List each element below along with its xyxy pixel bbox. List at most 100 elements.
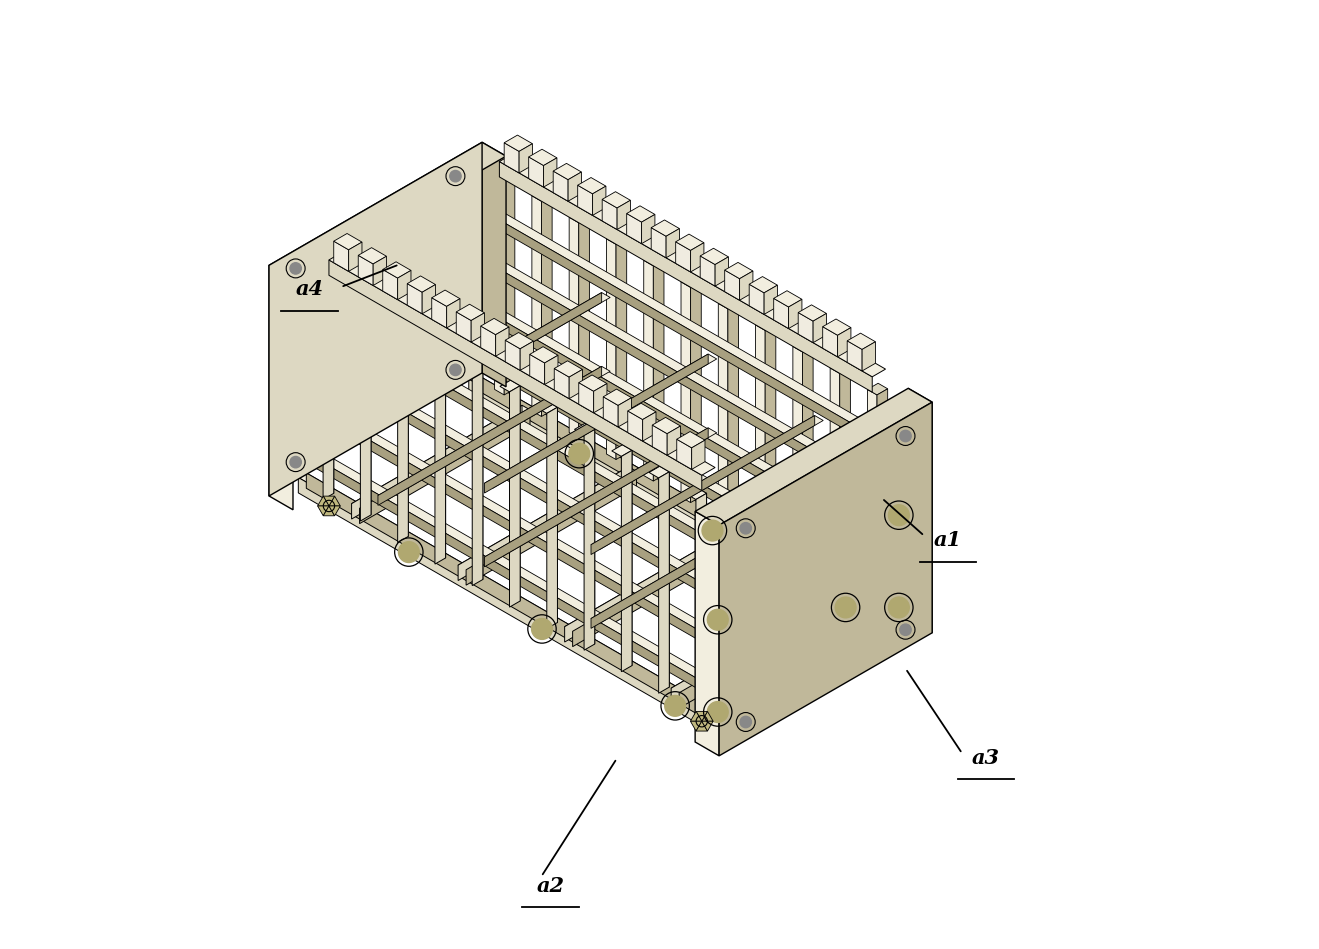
Polygon shape [765, 325, 776, 546]
Polygon shape [306, 473, 732, 735]
Polygon shape [586, 423, 595, 644]
Polygon shape [500, 161, 872, 392]
Polygon shape [667, 426, 681, 456]
Polygon shape [463, 359, 483, 370]
Polygon shape [658, 472, 669, 693]
Circle shape [707, 609, 728, 630]
Polygon shape [677, 432, 704, 448]
Polygon shape [756, 319, 776, 330]
Polygon shape [877, 389, 888, 610]
Polygon shape [863, 342, 876, 371]
Polygon shape [495, 168, 514, 179]
Polygon shape [847, 333, 876, 349]
Polygon shape [530, 354, 545, 384]
Polygon shape [653, 260, 663, 481]
Polygon shape [383, 270, 397, 300]
Polygon shape [468, 375, 902, 625]
Polygon shape [359, 248, 386, 264]
Polygon shape [679, 594, 849, 708]
Polygon shape [484, 428, 708, 567]
Polygon shape [628, 403, 656, 419]
Polygon shape [702, 721, 714, 731]
Circle shape [889, 597, 909, 618]
Polygon shape [644, 254, 663, 266]
Polygon shape [452, 237, 919, 507]
Polygon shape [798, 312, 813, 343]
Polygon shape [547, 401, 558, 623]
Polygon shape [328, 506, 340, 516]
Polygon shape [425, 337, 446, 349]
Polygon shape [641, 214, 656, 244]
Polygon shape [452, 336, 919, 605]
Polygon shape [666, 229, 679, 258]
Polygon shape [437, 337, 446, 558]
Polygon shape [728, 303, 739, 524]
Polygon shape [484, 354, 716, 488]
Polygon shape [452, 188, 919, 457]
Polygon shape [823, 319, 851, 335]
Polygon shape [543, 158, 557, 187]
Circle shape [568, 443, 590, 464]
Polygon shape [397, 270, 412, 300]
Polygon shape [715, 257, 728, 286]
Polygon shape [397, 321, 409, 543]
Circle shape [702, 520, 723, 541]
Polygon shape [798, 305, 827, 321]
Polygon shape [677, 439, 691, 470]
Text: a4: a4 [295, 279, 323, 300]
Polygon shape [328, 496, 340, 506]
Polygon shape [830, 368, 840, 588]
Polygon shape [542, 195, 553, 417]
Polygon shape [653, 425, 667, 456]
Circle shape [740, 716, 752, 728]
Polygon shape [592, 186, 605, 215]
Polygon shape [529, 149, 557, 165]
Polygon shape [774, 290, 802, 307]
Polygon shape [591, 416, 823, 549]
Polygon shape [554, 361, 583, 377]
Polygon shape [359, 255, 373, 286]
Polygon shape [328, 260, 702, 491]
Polygon shape [691, 440, 704, 470]
Polygon shape [480, 326, 496, 356]
Polygon shape [671, 589, 842, 703]
Polygon shape [269, 266, 293, 510]
Polygon shape [719, 297, 739, 308]
Circle shape [740, 523, 752, 534]
Polygon shape [690, 721, 702, 731]
Polygon shape [696, 712, 707, 721]
Polygon shape [481, 142, 506, 387]
Polygon shape [334, 233, 361, 250]
Polygon shape [627, 214, 641, 244]
Polygon shape [431, 298, 447, 328]
Polygon shape [435, 343, 446, 564]
Polygon shape [579, 382, 594, 413]
Polygon shape [282, 384, 749, 654]
Polygon shape [456, 305, 484, 321]
Polygon shape [298, 473, 732, 723]
Polygon shape [323, 278, 334, 499]
Polygon shape [352, 405, 530, 509]
Polygon shape [627, 206, 656, 222]
Polygon shape [458, 467, 629, 581]
Polygon shape [616, 238, 627, 459]
Polygon shape [452, 242, 910, 516]
Polygon shape [700, 256, 715, 286]
Circle shape [835, 597, 856, 618]
Polygon shape [793, 340, 813, 352]
Polygon shape [520, 341, 533, 370]
Polygon shape [474, 359, 483, 580]
Polygon shape [578, 177, 605, 194]
Polygon shape [334, 241, 348, 271]
Polygon shape [547, 407, 558, 628]
Polygon shape [476, 375, 902, 636]
Polygon shape [652, 228, 666, 258]
Polygon shape [868, 383, 888, 395]
Polygon shape [532, 190, 553, 201]
Polygon shape [579, 216, 590, 438]
Polygon shape [719, 304, 728, 524]
Polygon shape [500, 381, 520, 392]
Polygon shape [740, 271, 753, 300]
Polygon shape [466, 472, 637, 586]
Polygon shape [686, 488, 707, 499]
